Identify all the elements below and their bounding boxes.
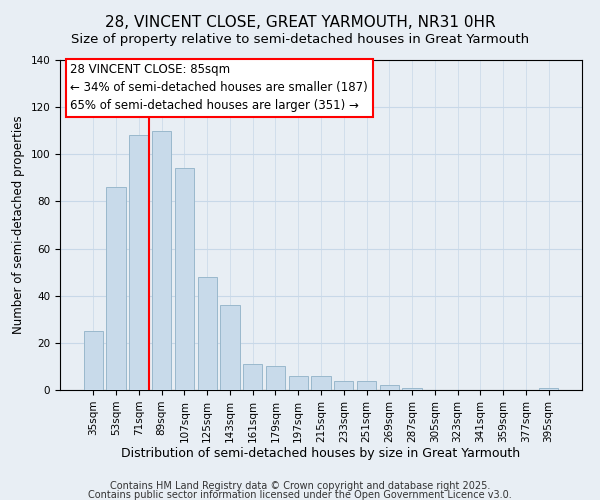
Y-axis label: Number of semi-detached properties: Number of semi-detached properties [12, 116, 25, 334]
Bar [539, 388, 558, 390]
Bar [334, 380, 353, 390]
Bar [311, 376, 331, 390]
Bar [220, 305, 239, 390]
Bar [84, 331, 103, 390]
Bar [380, 386, 399, 390]
Text: Contains public sector information licensed under the Open Government Licence v3: Contains public sector information licen… [88, 490, 512, 500]
Bar [289, 376, 308, 390]
Text: Size of property relative to semi-detached houses in Great Yarmouth: Size of property relative to semi-detach… [71, 32, 529, 46]
Bar [197, 277, 217, 390]
Text: 28 VINCENT CLOSE: 85sqm
← 34% of semi-detached houses are smaller (187)
65% of s: 28 VINCENT CLOSE: 85sqm ← 34% of semi-de… [70, 64, 368, 112]
Text: Contains HM Land Registry data © Crown copyright and database right 2025.: Contains HM Land Registry data © Crown c… [110, 481, 490, 491]
Text: 28, VINCENT CLOSE, GREAT YARMOUTH, NR31 0HR: 28, VINCENT CLOSE, GREAT YARMOUTH, NR31 … [104, 15, 496, 30]
Bar [152, 130, 172, 390]
Bar [175, 168, 194, 390]
X-axis label: Distribution of semi-detached houses by size in Great Yarmouth: Distribution of semi-detached houses by … [121, 448, 521, 460]
Bar [266, 366, 285, 390]
Bar [403, 388, 422, 390]
Bar [357, 380, 376, 390]
Bar [106, 188, 126, 390]
Bar [129, 136, 149, 390]
Bar [243, 364, 262, 390]
